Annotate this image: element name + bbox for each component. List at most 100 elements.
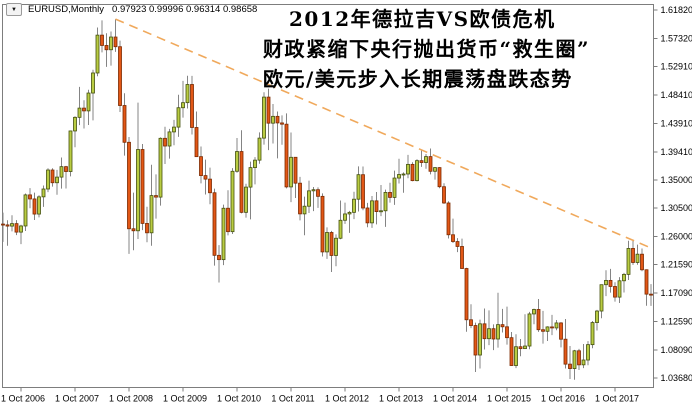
candle-bear	[442, 186, 446, 204]
candle-bear	[365, 207, 370, 224]
candle-bull	[352, 198, 356, 213]
candle-bull	[604, 279, 608, 286]
candle-bull	[581, 359, 586, 366]
candle-bear	[100, 34, 104, 46]
dropdown-arrow-icon: ▼	[11, 6, 17, 13]
x-tick-label: 1 Oct 2007	[55, 394, 99, 403]
candle-bull	[599, 284, 604, 312]
candle-bull	[496, 324, 500, 340]
candle-bull	[181, 102, 185, 109]
candle-bull	[37, 196, 41, 215]
candle-bear	[194, 127, 199, 158]
y-tick-label: 1.52910	[661, 61, 692, 71]
candle-bull	[523, 345, 527, 350]
candle-bull	[185, 84, 190, 104]
candle-bull	[514, 346, 518, 366]
candle-bull	[95, 34, 100, 74]
candle-bull	[167, 131, 172, 147]
plot-border	[2, 4, 654, 388]
candle-bull	[221, 207, 226, 261]
candle-bull	[55, 176, 59, 184]
candle-bull	[86, 92, 91, 112]
candle-bear	[613, 286, 617, 298]
candle-bull	[356, 174, 361, 200]
candle-bear	[644, 269, 649, 295]
candle-bear	[500, 324, 505, 328]
candle-bear	[320, 195, 325, 253]
candle-bear	[316, 189, 320, 197]
candle-bull	[172, 126, 176, 133]
symbol-period-label: EURUSD,Monthly	[28, 4, 105, 15]
candle-bear	[1, 223, 5, 226]
candle-bear	[536, 309, 541, 331]
candle-bear	[293, 156, 298, 184]
candle-bull	[554, 322, 559, 329]
annotation-text: 2012年德拉吉VS欧债危机 财政紧缩下央行抛出货币“救生圈” 欧元/美元步入长…	[263, 4, 590, 94]
candle-bull	[10, 223, 14, 227]
candle-bear	[361, 174, 365, 209]
candle-bull	[91, 72, 95, 94]
candle-bull	[338, 219, 343, 239]
candle-bear	[163, 137, 167, 147]
y-tick-label: 1.57320	[661, 33, 692, 43]
candle-bull	[325, 232, 329, 253]
candle-bull	[59, 166, 64, 178]
candle-bear	[212, 192, 217, 256]
candle-bull	[545, 326, 550, 332]
candle-bull	[19, 225, 23, 233]
candle-bear	[5, 224, 10, 227]
y-tick-label: 1.12590	[661, 317, 692, 327]
candle-bear	[509, 337, 514, 366]
candle-bull	[487, 328, 491, 340]
candle-bull	[626, 248, 631, 275]
candle-bear	[280, 122, 284, 125]
candle-bear	[640, 253, 644, 271]
y-tick-label: 1.03680	[661, 373, 692, 383]
candle-bear	[64, 166, 68, 172]
candle-bear	[154, 195, 158, 198]
y-tick-label: 1.39410	[661, 147, 692, 157]
candle-bull	[370, 200, 374, 224]
trendline[interactable]	[115, 18, 654, 250]
candle-bull	[158, 137, 163, 198]
candle-bear	[410, 163, 415, 182]
candle-bear	[82, 107, 86, 112]
candle-bull	[635, 253, 640, 263]
candle-bull	[257, 137, 262, 161]
x-tick-label: 1 Oct 2012	[325, 394, 369, 403]
y-tick-label: 1.30500	[661, 203, 692, 213]
candle-bull	[433, 167, 437, 172]
candle-bear	[50, 169, 55, 184]
candle-bull	[68, 130, 73, 172]
candle-bull	[383, 192, 388, 212]
candle-bear	[446, 202, 451, 236]
x-tick-label: 1 Oct 2016	[541, 394, 585, 403]
candle-bear	[239, 151, 244, 213]
candle-bull	[590, 322, 595, 346]
candle-bear	[568, 363, 572, 369]
candle-bull	[406, 163, 410, 175]
candle-bull	[176, 107, 181, 128]
candle-bull	[262, 96, 266, 139]
candle-bear	[473, 325, 478, 356]
candle-bull	[271, 115, 275, 124]
candle-bear	[631, 248, 635, 263]
annotation-line-1: 2012年德拉吉VS欧债危机	[289, 7, 556, 31]
candle-bear	[226, 207, 230, 233]
candle-bear	[14, 223, 19, 233]
candle-bull	[23, 194, 28, 227]
candle-bear	[208, 178, 212, 194]
candle-bear	[541, 329, 545, 332]
candle-bear	[550, 326, 554, 329]
candle-bear	[329, 232, 334, 256]
candle-bull	[41, 188, 46, 198]
candle-bear	[577, 350, 581, 366]
candle-bear	[482, 323, 487, 340]
candle-bear	[505, 326, 509, 339]
x-tick-label: 1 Oct 2009	[163, 394, 207, 403]
symbol-dropdown-button[interactable]: ▼	[6, 3, 22, 16]
candle-bull	[595, 310, 599, 323]
candle-bear	[28, 194, 32, 200]
